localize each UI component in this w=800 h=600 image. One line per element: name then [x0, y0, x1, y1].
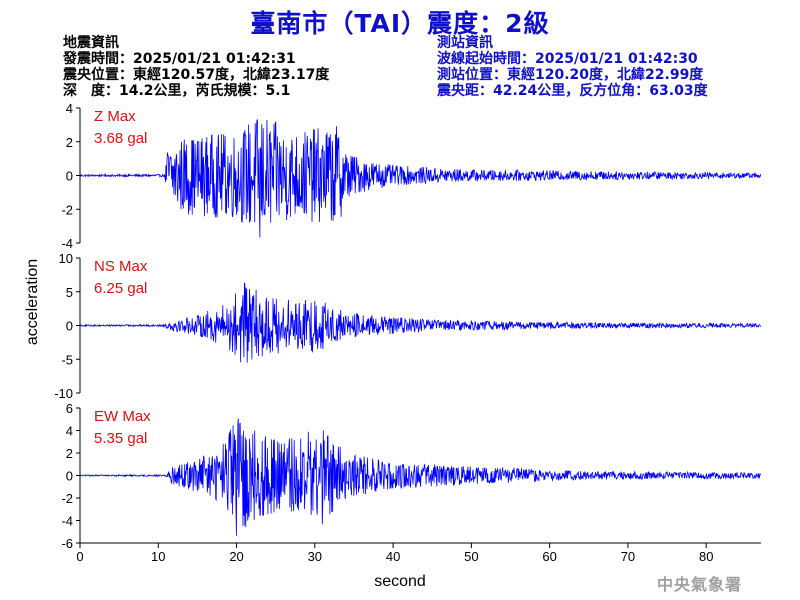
z-y-tick-label: -4 — [61, 236, 73, 251]
ew-y-tick-label: -4 — [61, 514, 73, 529]
ew-y-tick-label: 4 — [66, 424, 73, 439]
epicenter-location: 震央位置：東經120.57度，北緯23.17度 — [63, 67, 330, 83]
x-tick-label: 0 — [76, 549, 83, 564]
ew-y-tick-label: 6 — [66, 401, 73, 416]
ns-max-value: 6.25 gal — [94, 280, 147, 297]
y-axis-label: acceleration — [24, 259, 41, 345]
quake-info-block: 地震資訊 發震時間：2025/01/21 01:42:31 震央位置：東經120… — [63, 35, 329, 99]
z-y-tick-label: 2 — [66, 135, 73, 150]
x-tick-label: 80 — [699, 549, 713, 564]
x-tick-label: 10 — [151, 549, 165, 564]
x-tick-label: 40 — [386, 549, 400, 564]
ns-max-label: NS Max — [94, 258, 148, 275]
z-max-label: Z Max — [94, 108, 136, 125]
depth-magnitude: 深 度：14.2公里，芮氏規模：5.1 — [63, 83, 291, 99]
ew-y-tick-label: -6 — [61, 536, 73, 551]
z-max-value: 3.68 gal — [94, 130, 147, 147]
ew-max-value: 5.35 gal — [94, 430, 147, 447]
x-tick-label: 70 — [621, 549, 635, 564]
x-tick-label: 20 — [229, 549, 243, 564]
z-y-tick-label: -2 — [61, 202, 73, 217]
ns-y-tick-label: 5 — [66, 285, 73, 300]
ns-y-tick-label: -10 — [54, 386, 73, 401]
x-tick-label: 50 — [464, 549, 478, 564]
quake-info-heading: 地震資訊 — [63, 35, 119, 51]
ew-y-tick-label: -2 — [61, 491, 73, 506]
ns-y-tick-label: 0 — [66, 319, 73, 334]
z-waveform-trace — [79, 119, 761, 238]
z-y-tick-label: 4 — [66, 101, 73, 116]
epicentral-distance: 震央距：42.24公里，反方位角：63.03度 — [437, 83, 708, 99]
ew-y-tick-label: 2 — [66, 446, 73, 461]
x-axis-label: second — [374, 573, 426, 590]
station-location: 測站位置：東經120.20度，北緯22.99度 — [437, 67, 704, 83]
origin-time: 發震時間：2025/01/21 01:42:31 — [63, 51, 296, 67]
station-info-block: 測站資訊 波線起始時間：2025/01/21 01:42:30 測站位置：東經1… — [437, 35, 708, 99]
page-title: 臺南市（TAI）震度：2級 — [250, 9, 550, 38]
wave-start-time: 波線起始時間：2025/01/21 01:42:30 — [437, 51, 698, 67]
x-tick-label: 60 — [542, 549, 556, 564]
ns-waveform-trace — [79, 281, 761, 363]
x-tick-label: 30 — [308, 549, 322, 564]
ns-y-tick-label: 10 — [59, 251, 73, 266]
z-y-tick-label: 0 — [66, 169, 73, 184]
ew-waveform-trace — [79, 418, 761, 536]
station-info-heading: 測站資訊 — [437, 35, 493, 51]
ew-y-tick-label: 0 — [66, 469, 73, 484]
ew-max-label: EW Max — [94, 408, 151, 425]
ns-y-tick-label: -5 — [61, 352, 73, 367]
agency-name: 中央氣象署 — [657, 575, 743, 594]
